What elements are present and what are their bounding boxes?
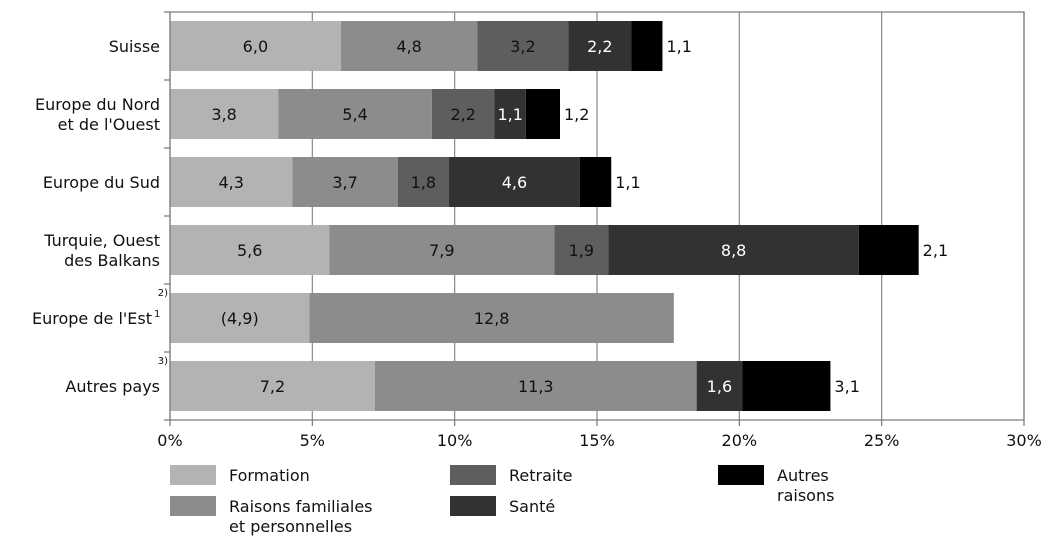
bar-segment: [631, 21, 663, 71]
data-label: 2,2: [450, 105, 475, 124]
data-label: (4,9): [221, 309, 259, 328]
footnote-reference: 3): [158, 356, 168, 367]
legend-swatch: [170, 496, 216, 516]
legend-label: Santé: [509, 497, 555, 516]
plot-frame: [164, 11, 1025, 426]
data-label: 5,6: [237, 241, 262, 260]
bars: 6,0 4,8 3,2 2,2 1,1 3,8 5,4 2,2 1,1 1,2 4,3 3,7 1,8 4…: [170, 21, 948, 411]
data-label: 6,0: [243, 37, 268, 56]
legend-label: Retraite: [509, 466, 572, 485]
x-tick-label: 30%: [1006, 431, 1042, 450]
bar-segment: [742, 361, 831, 411]
bar-segment: [696, 361, 743, 411]
footnote-marker: 1: [154, 309, 160, 320]
data-label: 3,8: [211, 105, 236, 124]
data-label: 5,4: [342, 105, 367, 124]
bar-segment: [525, 89, 560, 139]
category-label: Autres pays: [65, 377, 160, 396]
data-label: 3,7: [332, 173, 357, 192]
x-tick-label: 25%: [864, 431, 900, 450]
data-label: 7,9: [429, 241, 454, 260]
bar-segment: [431, 89, 495, 139]
bar-segment: [170, 293, 310, 343]
bar-segment: [374, 361, 697, 411]
x-tick-label: 5%: [300, 431, 325, 450]
legend-label: Autres: [777, 466, 829, 485]
category-label: Turquie, Ouest: [43, 231, 160, 250]
bar-segment: [278, 89, 432, 139]
x-axis-ticks: 0% 5% 10% 15% 20% 25% 30%: [157, 431, 1041, 450]
data-label: 1,1: [615, 173, 640, 192]
data-label: 11,3: [518, 377, 554, 396]
bar-segment: [329, 225, 555, 275]
legend-label: Formation: [229, 466, 310, 485]
x-tick-label: 0%: [157, 431, 182, 450]
data-label: 1,8: [411, 173, 436, 192]
data-label: 1,1: [666, 37, 691, 56]
data-label: 1,6: [707, 377, 732, 396]
bar-segment: [579, 157, 612, 207]
data-label: 4,3: [218, 173, 243, 192]
data-label: 4,6: [502, 173, 527, 192]
category-label: Europe de l'Est: [32, 309, 152, 328]
data-label: 8,8: [721, 241, 746, 260]
category-label: des Balkans: [64, 251, 160, 270]
category-label: Suisse: [109, 37, 160, 56]
data-label: 3,1: [834, 377, 859, 396]
bar-segment: [340, 21, 478, 71]
legend-label: raisons: [777, 486, 834, 505]
bar-segment: [608, 225, 859, 275]
x-tick-label: 15%: [579, 431, 615, 450]
bar-segment: [170, 225, 330, 275]
bar-segment: [448, 157, 580, 207]
bar-segment: [858, 225, 919, 275]
data-label: 1,1: [497, 105, 522, 124]
x-tick-label: 20%: [722, 431, 758, 450]
legend-label: Raisons familiales: [229, 497, 373, 516]
x-tick-label: 10%: [437, 431, 473, 450]
bar-segment: [292, 157, 398, 207]
bar-segment: [170, 21, 341, 71]
data-label: 3,2: [510, 37, 535, 56]
legend-swatch: [450, 496, 496, 516]
data-label: 12,8: [474, 309, 510, 328]
legend-swatch: [718, 465, 764, 485]
data-label: 2,2: [587, 37, 612, 56]
data-label: 4,8: [396, 37, 421, 56]
category-label: Europe du Sud: [43, 173, 160, 192]
bar-segment: [170, 361, 375, 411]
legend-label: et personnelles: [229, 517, 352, 536]
bar-segment: [477, 21, 569, 71]
bar-segment: [170, 89, 279, 139]
data-label: 1,9: [569, 241, 594, 260]
grid-lines: [169, 12, 1025, 420]
bar-segment: [170, 157, 293, 207]
footnote-reference: 2): [158, 288, 168, 299]
category-label: et de l'Ouest: [58, 115, 160, 134]
data-label: 7,2: [260, 377, 285, 396]
data-label: 1,2: [564, 105, 589, 124]
legend-swatch: [170, 465, 216, 485]
bar-segment: [568, 21, 632, 71]
data-label: 2,1: [923, 241, 948, 260]
bar-segment: [309, 293, 674, 343]
category-label: Europe du Nord: [35, 95, 160, 114]
bar-segment: [397, 157, 449, 207]
legend-swatch: [450, 465, 496, 485]
bar-segment: [494, 89, 526, 139]
bar-segment: [554, 225, 609, 275]
